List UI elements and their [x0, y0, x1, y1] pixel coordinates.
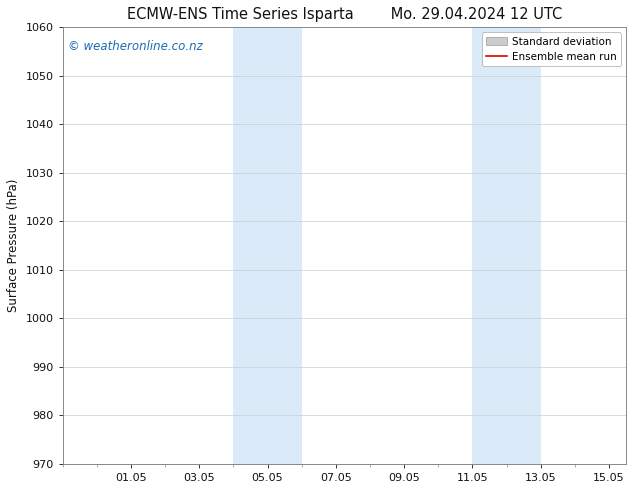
- Bar: [472, 27, 541, 464]
- Legend: Standard deviation, Ensemble mean run: Standard deviation, Ensemble mean run: [482, 32, 621, 66]
- Text: © weatheronline.co.nz: © weatheronline.co.nz: [68, 40, 203, 53]
- Y-axis label: Surface Pressure (hPa): Surface Pressure (hPa): [7, 179, 20, 312]
- Title: ECMW-ENS Time Series Isparta        Mo. 29.04.2024 12 UTC: ECMW-ENS Time Series Isparta Mo. 29.04.2…: [127, 7, 562, 22]
- Bar: [233, 27, 302, 464]
